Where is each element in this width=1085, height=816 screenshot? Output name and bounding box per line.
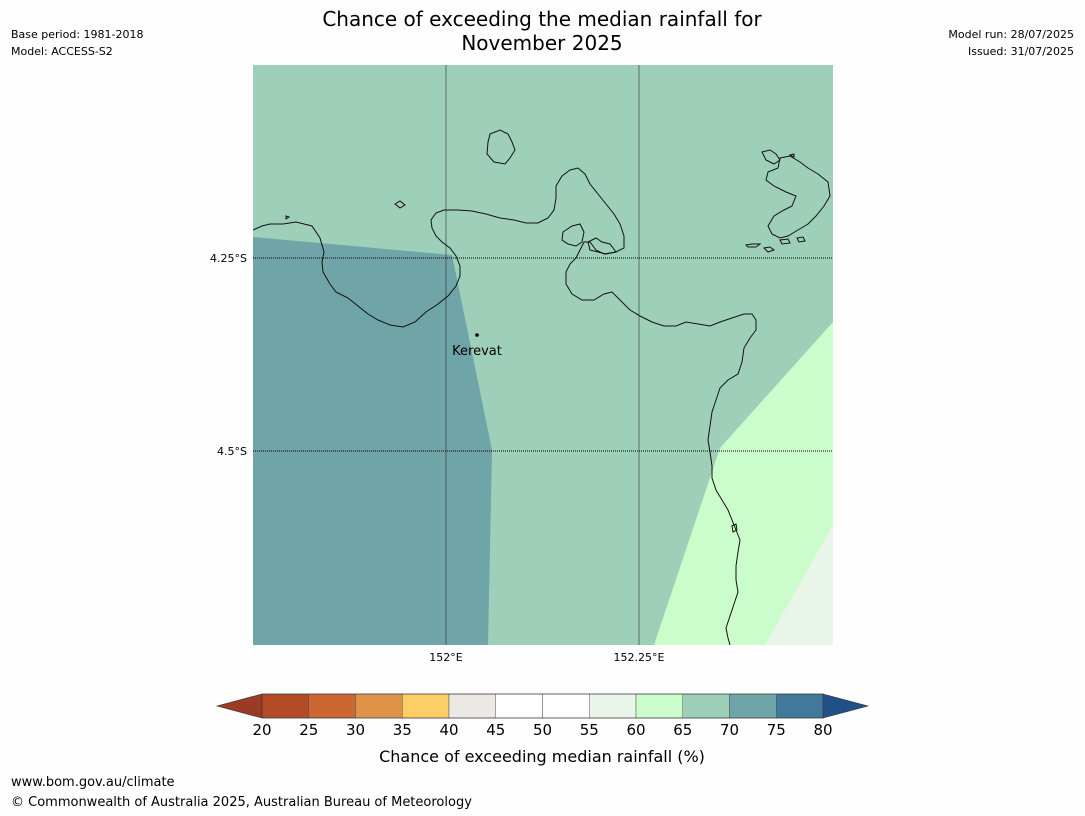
model-name: Model: ACCESS-S2 [11, 45, 113, 58]
kerevat-label: Kerevat [452, 344, 502, 359]
colorbar-tick-30: 30 [346, 721, 365, 739]
colorbar: 20 25 30 35 40 45 50 55 60 65 70 75 80 Chance of exc… [215, 693, 870, 766]
colorbar-segment-60-65 [635, 693, 683, 719]
colorbar-tick-80: 80 [813, 721, 832, 739]
colorbar-segment-75-80 [776, 693, 824, 719]
model-run: Model run: 28/07/2025 [948, 28, 1074, 41]
zone-70-75 [253, 237, 492, 645]
base-period-info: Base period: 1981-2018 Model: ACCESS-S2 [11, 26, 143, 60]
lon-label-152-25e: 152.25°E [614, 651, 665, 664]
colorbar-segment-50-55 [542, 693, 590, 719]
colorbar-tick-25: 25 [299, 721, 318, 739]
colorbar-segments [261, 693, 824, 719]
colorbar-high-extend [822, 693, 870, 719]
lon-label-152e: 152°E [429, 651, 462, 664]
issued-date: Issued: 31/07/2025 [967, 45, 1074, 58]
colorbar-tick-70: 70 [720, 721, 739, 739]
colorbar-tick-60: 60 [626, 721, 645, 739]
colorbar-tick-75: 75 [767, 721, 786, 739]
zone-60-65 [654, 322, 833, 645]
map-title: Chance of exceeding the median rainfall … [242, 7, 842, 55]
footer-copyright: © Commonwealth of Australia 2025, Austra… [11, 795, 472, 810]
colorbar-segment-40-45 [448, 693, 496, 719]
colorbar-segment-20-25 [261, 693, 309, 719]
coastline [253, 129, 831, 645]
colorbar-tick-40: 40 [439, 721, 458, 739]
colorbar-tick-55: 55 [580, 721, 599, 739]
colorbar-segment-70-75 [729, 693, 777, 719]
colorbar-segment-30-35 [355, 693, 403, 719]
colorbar-label: Chance of exceeding median rainfall (%) [379, 747, 705, 766]
colorbar-tick-50: 50 [533, 721, 552, 739]
lat-label-4-5s: 4.5°S [217, 445, 247, 458]
base-period: Base period: 1981-2018 [11, 28, 144, 41]
colorbar-segment-65-70 [682, 693, 730, 719]
footer-url: www.bom.gov.au/climate [11, 775, 175, 790]
colorbar-segment-25-30 [308, 693, 356, 719]
colorbar-segment-45-50 [495, 693, 543, 719]
colorbar-segment-35-40 [402, 693, 450, 719]
colorbar-outline [261, 693, 824, 719]
run-info: Model run: 28/07/2025 Issued: 31/07/2025 [948, 26, 1074, 60]
zone-55-60 [765, 525, 833, 645]
colorbar-segment-55-60 [589, 693, 637, 719]
colorbar-tick-65: 65 [673, 721, 692, 739]
title-line-2: November 2025 [461, 31, 623, 55]
colorbar-tick-20: 20 [252, 721, 271, 739]
colorbar-ticks: 20 25 30 35 40 45 50 55 60 65 70 75 80 [252, 721, 832, 739]
colorbar-tick-35: 35 [393, 721, 412, 739]
title-line-1: Chance of exceeding the median rainfall … [322, 7, 762, 31]
lat-label-4-25s: 4.25°S [210, 252, 247, 265]
map-area: Kerevat [253, 65, 833, 645]
colorbar-low-extend [215, 693, 263, 719]
graticule [445, 65, 640, 645]
kerevat-marker [475, 333, 479, 337]
colorbar-tick-45: 45 [486, 721, 505, 739]
parallels [253, 257, 833, 452]
